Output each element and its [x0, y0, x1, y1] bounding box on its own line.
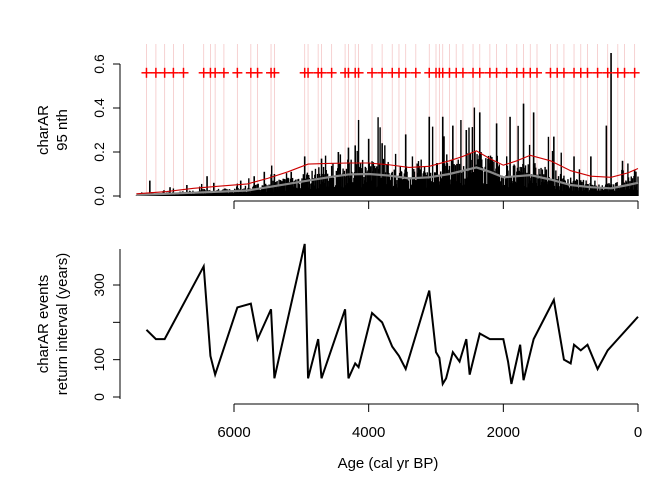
- bottom-ylabel-line1: charAR events: [35, 275, 52, 373]
- top-ylabel-line1: charAR: [35, 105, 52, 155]
- top-threshold-line: [136, 150, 639, 195]
- peak-marker: [582, 67, 593, 78]
- peak-marker: [150, 67, 161, 78]
- return-interval-line: [145, 243, 639, 387]
- bottom-x-tick-label: 2000: [487, 424, 520, 441]
- peak-marker: [210, 67, 221, 78]
- peak-marker: [218, 67, 229, 78]
- peak-marker: [141, 67, 152, 78]
- top-y-ticks: 0.0 0.2 0.4 0.6: [91, 54, 120, 206]
- peak-marker: [232, 67, 243, 78]
- peak-marker: [501, 67, 512, 78]
- top-ylabel-line2: 95 nth: [54, 109, 71, 151]
- bottom-panel: 0 100 300 6000 4000 2000 0 charAR events retu…: [35, 243, 642, 472]
- peak-marker: [558, 67, 569, 78]
- peak-marker: [178, 67, 189, 78]
- peak-marker: [592, 67, 603, 78]
- bottom-y-tick-label: 0: [91, 393, 107, 401]
- peak-marker: [377, 67, 388, 78]
- peak-marker: [400, 67, 411, 78]
- peak-marker: [252, 67, 263, 78]
- peak-marker: [602, 67, 613, 78]
- top-y-tick-label: 0.0: [91, 186, 107, 206]
- bottom-y-ticks: 0 100 300: [91, 273, 120, 401]
- bottom-ylabel-line2: return interval (years): [54, 253, 71, 396]
- peak-marker: [491, 67, 502, 78]
- top-peak-markers: [141, 67, 640, 78]
- peak-marker: [457, 67, 468, 78]
- peak-marker: [367, 67, 378, 78]
- peak-marker: [159, 67, 170, 78]
- top-panel: 0.0 0.2 0.4 0.6 charAR 95 nth: [35, 44, 640, 209]
- peak-marker: [474, 67, 485, 78]
- x-axis-label: Age (cal yr BP): [338, 455, 439, 472]
- bottom-y-tick-label: 100: [91, 348, 107, 372]
- top-y-tick-label: 0.6: [91, 54, 107, 74]
- bottom-x-tick-label: 6000: [217, 424, 250, 441]
- peak-marker: [353, 67, 364, 78]
- peak-marker: [168, 67, 179, 78]
- peak-marker: [269, 67, 280, 78]
- bottom-x-ticks: 6000 4000 2000 0: [217, 404, 642, 441]
- bottom-y-axis: 0 100 300: [91, 249, 121, 401]
- peak-marker: [619, 67, 630, 78]
- top-background-line: [136, 166, 639, 196]
- bottom-x-axis: 6000 4000 2000 0: [217, 403, 642, 441]
- bottom-x-tick-label: 0: [634, 424, 642, 441]
- top-y-tick-label: 0.4: [91, 98, 107, 118]
- bottom-x-tick-label: 4000: [352, 424, 385, 441]
- top-x-axis: [233, 200, 639, 209]
- peak-marker: [316, 67, 327, 78]
- top-y-tick-label: 0.2: [91, 142, 107, 162]
- peak-marker: [303, 67, 314, 78]
- bottom-y-tick-label: 300: [91, 273, 107, 297]
- top-x-ticks: [233, 201, 639, 209]
- peak-marker: [629, 67, 640, 78]
- peak-marker: [410, 67, 421, 78]
- top-y-axis: 0.0 0.2 0.4 0.6: [91, 54, 121, 206]
- peak-marker: [326, 67, 337, 78]
- peak-marker: [532, 67, 542, 78]
